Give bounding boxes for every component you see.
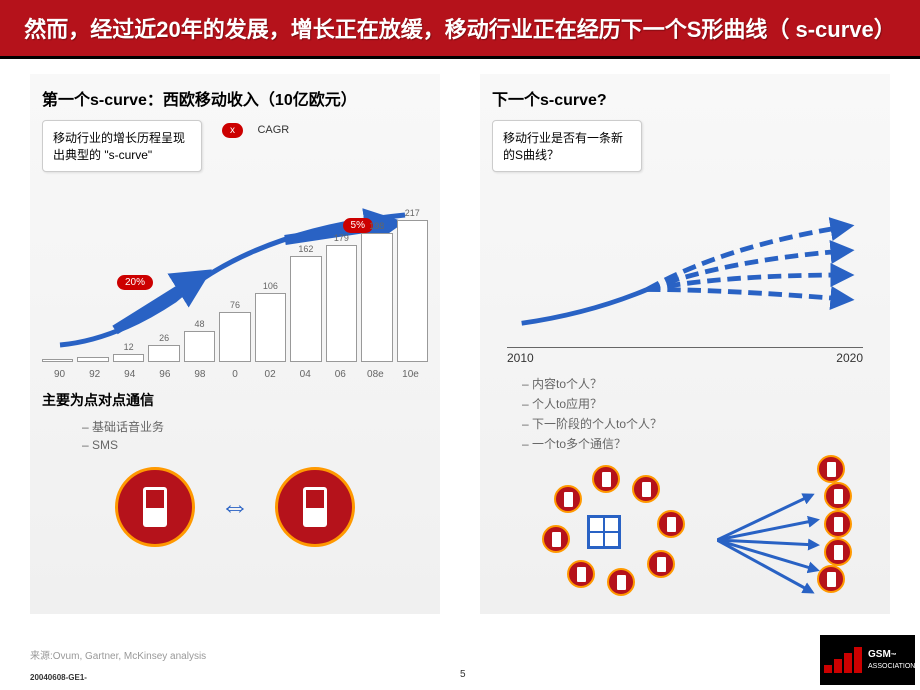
bar xyxy=(255,293,286,362)
network-diagram xyxy=(492,460,878,600)
logo-bars-icon xyxy=(824,647,862,673)
x-label: 10e xyxy=(393,369,428,380)
bar xyxy=(113,354,144,362)
right-title: 下一个s-curve? xyxy=(492,86,878,110)
axis-end: 2020 xyxy=(836,351,863,365)
target-node xyxy=(824,538,852,566)
network-center xyxy=(587,515,621,549)
x-label: 02 xyxy=(253,369,288,380)
left-title: 第一个s-curve：西欧移动收入（10亿欧元） xyxy=(42,86,428,110)
bar-value: 162 xyxy=(298,244,313,254)
bar-chart: 20% 5% 12264876106162179198217 909294969… xyxy=(42,180,428,380)
x-label: 08e xyxy=(358,369,393,380)
x-label: 92 xyxy=(77,369,112,380)
x-label: 98 xyxy=(182,369,217,380)
left-subtitle: 主要为点对点通信 xyxy=(42,390,428,410)
phone-node-right xyxy=(275,467,355,547)
p2p-diagram: ⇔ xyxy=(42,467,428,547)
bar xyxy=(42,359,73,362)
target-node xyxy=(817,455,845,483)
right-x-axis: 2010 2020 xyxy=(507,347,863,365)
right-bullets: – 内容to个人？ – 个人to应用？ – 下一阶段的个人to个人？ – 一个to多个… xyxy=(522,375,878,452)
gsm-logo: GSM™ASSOCIATION xyxy=(820,635,915,685)
fan-arrows-icon xyxy=(512,215,859,335)
left-bullets: – 基础话音业务 – SMS xyxy=(82,418,428,452)
bullet-item: – SMS xyxy=(82,438,428,452)
x-axis: 9092949698002040608e10e xyxy=(42,369,428,380)
bar xyxy=(219,312,250,362)
slide-title: 然而，经过近20年的发展，增长正在放缓，移动行业正在经历下一个S形曲线（ s-c… xyxy=(0,0,920,59)
bullet-item: – 基础话音业务 xyxy=(82,418,428,435)
bar-value: 198 xyxy=(369,221,384,231)
bullet-item: – 一个to多个通信？ xyxy=(522,435,878,452)
network-node xyxy=(657,510,685,538)
bidirectional-arrow-icon: ⇔ xyxy=(220,490,250,524)
bar xyxy=(184,331,215,362)
bar xyxy=(397,220,428,362)
x-label: 90 xyxy=(42,369,77,380)
right-panel: 下一个s-curve? 移动行业是否有一条新的S曲线？ 2010 2020 – … xyxy=(480,74,890,614)
bar xyxy=(148,345,179,362)
bar-value: 12 xyxy=(124,342,134,352)
cagr-x-badge: x xyxy=(222,123,243,138)
target-node xyxy=(817,565,845,593)
x-label: 06 xyxy=(323,369,358,380)
logo-text: GSM™ASSOCIATION xyxy=(868,649,915,671)
network-node xyxy=(647,550,675,578)
x-label: 0 xyxy=(217,369,252,380)
target-node xyxy=(824,510,852,538)
network-node xyxy=(567,560,595,588)
axis-start: 2010 xyxy=(507,351,534,365)
network-node xyxy=(632,475,660,503)
bar-value: 106 xyxy=(263,281,278,291)
bars-container: 12264876106162179198217 xyxy=(42,212,428,362)
cagr-label: CAGR xyxy=(257,124,289,136)
target-node xyxy=(824,482,852,510)
bullet-item: – 个人to应用？ xyxy=(522,395,878,412)
network-node xyxy=(607,568,635,596)
left-panel: 第一个s-curve：西欧移动收入（10亿欧元） 移动行业的增长历程呈现出典型的… xyxy=(30,74,440,614)
bullet-item: – 内容to个人？ xyxy=(522,375,878,392)
page-number: 5 xyxy=(460,669,466,680)
x-label: 04 xyxy=(288,369,323,380)
bar xyxy=(290,256,321,362)
bar xyxy=(77,357,108,362)
network-node xyxy=(542,525,570,553)
left-callout: 移动行业的增长历程呈现出典型的 "s-curve" xyxy=(42,120,202,172)
network-node xyxy=(554,485,582,513)
x-label: 96 xyxy=(147,369,182,380)
phone-node-left xyxy=(115,467,195,547)
future-chart: 2010 2020 xyxy=(492,185,878,365)
source-text: 来源:Ovum, Gartner, McKinsey analysis xyxy=(30,647,206,662)
bar-value: 26 xyxy=(159,333,169,343)
bar-value: 179 xyxy=(334,233,349,243)
footer-code: 20040608-GE1- xyxy=(30,673,87,682)
bar-value: 76 xyxy=(230,300,240,310)
bullet-item: – 下一阶段的个人to个人？ xyxy=(522,415,878,432)
bar xyxy=(361,233,392,362)
content-area: 第一个s-curve：西欧移动收入（10亿欧元） 移动行业的增长历程呈现出典型的… xyxy=(0,59,920,624)
bar xyxy=(326,245,357,362)
network-node xyxy=(592,465,620,493)
bar-value: 217 xyxy=(405,208,420,218)
bar-value: 48 xyxy=(195,319,205,329)
right-callout: 移动行业是否有一条新的S曲线？ xyxy=(492,120,642,172)
x-label: 94 xyxy=(112,369,147,380)
